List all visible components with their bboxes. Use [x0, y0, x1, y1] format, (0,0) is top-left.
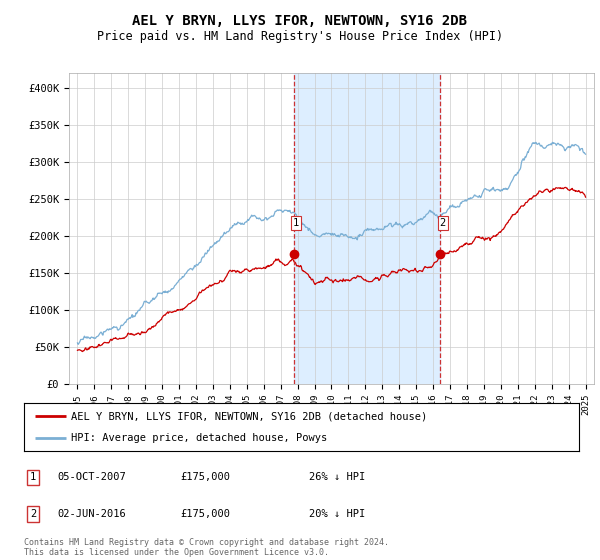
Text: 26% ↓ HPI: 26% ↓ HPI [309, 472, 365, 482]
Text: HPI: Average price, detached house, Powys: HPI: Average price, detached house, Powy… [71, 433, 328, 443]
Bar [293, 73, 440, 384]
Text: AEL Y BRYN, LLYS IFOR, NEWTOWN, SY16 2DB: AEL Y BRYN, LLYS IFOR, NEWTOWN, SY16 2DB [133, 14, 467, 28]
Text: £175,000: £175,000 [180, 509, 230, 519]
Text: 20% ↓ HPI: 20% ↓ HPI [309, 509, 365, 519]
Text: AEL Y BRYN, LLYS IFOR, NEWTOWN, SY16 2DB (detached house): AEL Y BRYN, LLYS IFOR, NEWTOWN, SY16 2DB… [71, 411, 427, 421]
Text: 2: 2 [440, 218, 446, 228]
Text: 05-OCT-2007: 05-OCT-2007 [57, 472, 126, 482]
Text: Price paid vs. HM Land Registry's House Price Index (HPI): Price paid vs. HM Land Registry's House … [97, 30, 503, 43]
Text: 02-JUN-2016: 02-JUN-2016 [57, 509, 126, 519]
Text: 2: 2 [30, 509, 36, 519]
Text: 1: 1 [30, 472, 36, 482]
Text: Contains HM Land Registry data © Crown copyright and database right 2024.
This d: Contains HM Land Registry data © Crown c… [24, 538, 389, 557]
Text: 1: 1 [293, 218, 299, 228]
Text: £175,000: £175,000 [180, 472, 230, 482]
